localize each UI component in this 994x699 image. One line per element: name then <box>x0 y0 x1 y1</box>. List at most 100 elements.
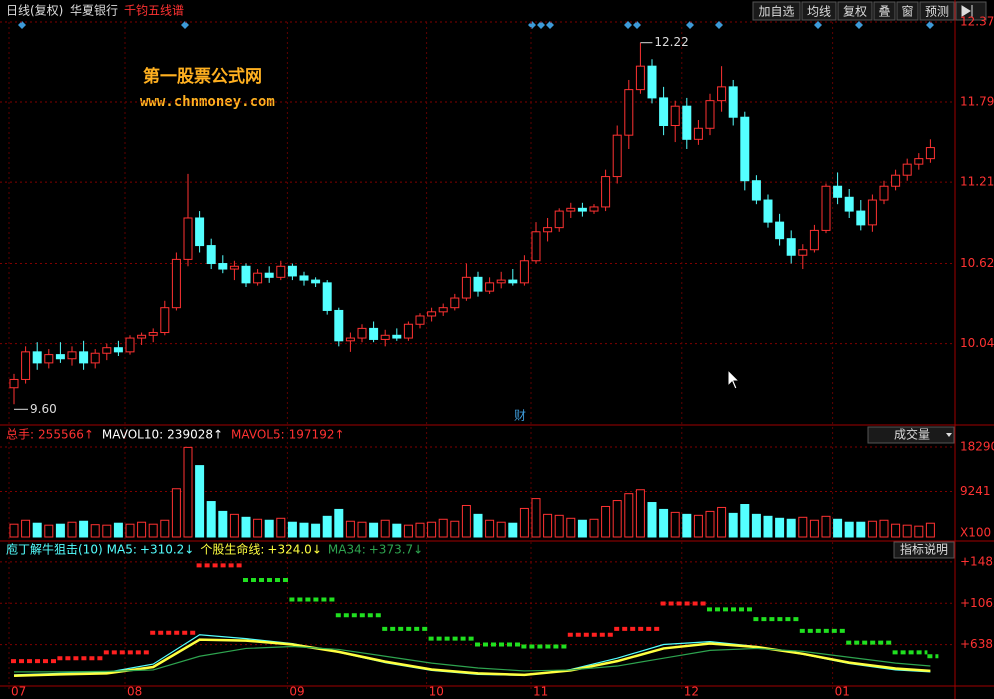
candle-body <box>659 97 669 127</box>
volume-bar <box>624 493 634 538</box>
candle-body <box>902 163 912 176</box>
unit-label: X100 <box>960 526 991 540</box>
toolbar-label[interactable]: 均线 <box>807 5 831 19</box>
candle-body <box>577 207 587 212</box>
volume-bar <box>206 501 216 538</box>
candle-body <box>798 249 808 256</box>
candle-body <box>195 217 205 247</box>
toolbar-button[interactable] <box>896 1 919 21</box>
candle-body <box>32 351 42 364</box>
candle-body <box>740 116 750 182</box>
volume-bar <box>438 518 448 538</box>
indicator-title: 庖丁解牛狙击(10) <box>6 542 103 557</box>
event-marker <box>528 21 536 29</box>
y-tick-label: +638.5 <box>960 637 994 651</box>
volume-bar <box>717 506 727 538</box>
stock-name: 华夏银行 <box>70 4 118 18</box>
explain-label[interactable]: 指标说明 <box>900 542 948 557</box>
candle-body <box>113 347 123 353</box>
watermark-name: 第一股票公式网 <box>143 66 262 87</box>
candle-body <box>682 105 692 140</box>
candle-body <box>276 265 286 278</box>
legend-value: +373.7↓ <box>369 543 423 557</box>
candle-body <box>566 207 576 212</box>
volume-bar <box>670 511 680 538</box>
volume-bar <box>137 521 147 538</box>
volume-bar <box>113 522 123 538</box>
volume-bar <box>67 521 77 538</box>
period: 日线(复权) <box>6 4 63 18</box>
candle-body <box>369 327 379 340</box>
volume-bar <box>32 522 42 538</box>
legend-label: MAVOL5: <box>231 428 285 442</box>
dropdown-label[interactable]: 成交量 <box>894 427 930 442</box>
candle-body <box>728 86 738 118</box>
candle-body <box>809 229 819 251</box>
x-tick-label: 08 <box>127 685 142 699</box>
dropdown[interactable] <box>867 426 955 444</box>
candle-body <box>496 279 506 284</box>
candle-body <box>183 217 193 260</box>
volume-bar <box>566 517 576 538</box>
candle-body <box>473 276 483 292</box>
volume-bar <box>740 504 750 538</box>
candle-body <box>786 238 796 256</box>
candle-body <box>751 180 761 201</box>
volume-bar <box>253 518 263 538</box>
volume-bar <box>125 523 135 538</box>
volume-bar <box>856 521 866 538</box>
volume-bar <box>276 517 286 538</box>
volume-bar <box>751 513 761 538</box>
candle-body <box>821 185 831 231</box>
event-marker <box>715 21 723 29</box>
candle-body <box>67 351 77 360</box>
dropdown-arrow[interactable] <box>946 433 952 437</box>
volume-bar <box>415 522 425 538</box>
legend-value: 197192↑ <box>289 428 345 442</box>
toolbar-button[interactable] <box>873 1 896 21</box>
volume-bar <box>345 520 355 538</box>
toolbar-label[interactable]: 预测 <box>925 5 949 19</box>
volume-bar <box>392 523 402 538</box>
candle-body <box>102 347 112 354</box>
toolbar-label[interactable]: 窗 <box>901 5 913 19</box>
volume-bar <box>287 521 297 538</box>
volume-bar <box>577 519 587 538</box>
y-tick-label: 11.79 <box>960 95 994 109</box>
candle-body <box>79 351 89 364</box>
y-tick-label: +1062 <box>960 596 994 610</box>
candle-body <box>891 174 901 187</box>
mouse-cursor <box>727 368 741 390</box>
candle-body <box>856 210 866 226</box>
nav-icon[interactable] <box>961 5 973 17</box>
volume-bar <box>612 500 622 538</box>
indicator-name: 千钧五线谱 <box>124 4 184 18</box>
candle-body <box>879 185 889 201</box>
toolbar-button[interactable] <box>801 1 837 21</box>
candle-body <box>508 279 518 284</box>
watermark-url: www.chnmoney.com <box>140 94 275 110</box>
candle-body <box>206 245 216 265</box>
toolbar-label[interactable]: 叠 <box>878 5 890 19</box>
candle-body <box>299 275 309 281</box>
event-marker <box>855 21 863 29</box>
toolbar-button[interactable] <box>752 1 801 21</box>
candle-body <box>287 265 297 277</box>
volume-bar <box>508 522 518 538</box>
volume-bar <box>380 519 390 538</box>
volume-bar <box>90 524 100 538</box>
toolbar-button[interactable] <box>919 1 955 21</box>
volume-bar <box>299 522 309 538</box>
toolbar-button[interactable] <box>837 1 873 21</box>
toolbar-label[interactable]: 复权 <box>843 5 867 19</box>
candle-body <box>334 309 344 342</box>
volume-bar <box>264 519 274 538</box>
volume-bar <box>635 489 645 538</box>
toolbar-label[interactable]: 加自选 <box>758 5 794 19</box>
volume-bar <box>403 524 413 538</box>
event-marker <box>624 21 632 29</box>
explain-button[interactable] <box>893 541 955 559</box>
candle-body <box>519 260 529 284</box>
candle-body <box>345 337 355 342</box>
